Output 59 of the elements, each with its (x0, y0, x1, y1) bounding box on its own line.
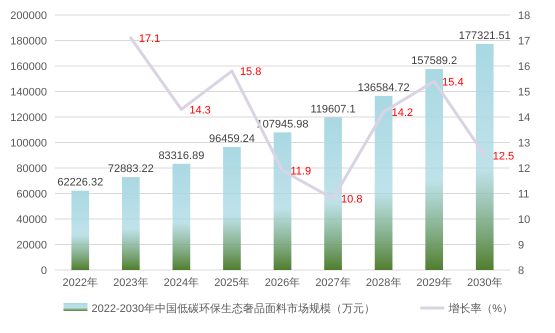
data-label: 12.5 (492, 150, 514, 162)
y-tick-label: 120000 (10, 112, 47, 124)
data-label: 62226.32 (57, 176, 104, 189)
y2-tick-label: 16 (518, 61, 530, 73)
data-label: 119607.1 (310, 104, 356, 116)
y2-tick-label: 12 (518, 163, 530, 175)
y2-tick-label: 15 (518, 86, 530, 98)
y-tick-label: 100000 (10, 138, 47, 150)
data-label: 10.8 (341, 194, 362, 206)
data-label: 14.3 (189, 104, 211, 116)
x-tick-label: 2025年 (214, 277, 250, 289)
data-label: 17.1 (138, 32, 160, 45)
bar (425, 69, 444, 270)
x-tick-label: 2022年 (62, 277, 98, 289)
bar (374, 96, 392, 270)
data-label: 72883.22 (108, 163, 154, 176)
data-label: 11.9 (290, 166, 312, 178)
bar (223, 147, 241, 270)
data-label: 136584.72 (358, 82, 410, 94)
y-tick-label: 180000 (10, 36, 47, 48)
x-tick-label: 2027年 (315, 277, 351, 289)
y-tick-label: 20000 (16, 240, 47, 252)
bar (324, 118, 342, 270)
y2-tick-label: 14 (518, 112, 530, 124)
x-tick-label: 2023年 (113, 277, 149, 289)
data-label: 15.4 (442, 76, 464, 88)
data-label: 107945.98 (256, 118, 308, 130)
x-tick-label: 2028年 (366, 277, 402, 289)
y2-tick-label: 13 (518, 138, 530, 150)
data-label: 14.2 (392, 106, 414, 119)
y-tick-label: 200000 (10, 10, 47, 22)
bar (172, 164, 190, 270)
x-tick-label: 2026年 (264, 277, 300, 289)
bar (122, 177, 140, 270)
y-tick-label: 40000 (16, 214, 47, 226)
legend-label: 2022-2030年中国低碳环保生态奢品面料市场规模（万元） (92, 302, 376, 315)
data-label: 157589.2 (411, 55, 458, 68)
data-label: 96459.24 (209, 133, 255, 146)
x-tick-label: 2029年 (416, 277, 452, 289)
y-tick-label: 140000 (10, 86, 47, 98)
legend-label: 增长率（%） (447, 302, 514, 315)
y2-tick-label: 11 (518, 188, 530, 200)
bar (274, 132, 292, 270)
data-label: 177321.51 (458, 30, 511, 42)
data-label: 83316.89 (158, 150, 204, 162)
y2-tick-label: 10 (518, 214, 530, 226)
bar (71, 190, 90, 270)
y-tick-label: 0 (40, 265, 47, 277)
data-label: 15.8 (240, 66, 262, 78)
y-tick-label: 80000 (16, 163, 47, 175)
y2-tick-label: 8 (518, 265, 524, 277)
x-tick-label: 2030年 (466, 277, 502, 289)
y2-tick-label: 17 (518, 36, 530, 48)
y-tick-label: 160000 (10, 61, 47, 73)
bar (476, 44, 494, 270)
y2-tick-label: 9 (518, 240, 524, 252)
y-tick-label: 60000 (16, 188, 47, 200)
x-tick-label: 2024年 (164, 277, 200, 289)
y2-tick-label: 18 (518, 10, 530, 22)
